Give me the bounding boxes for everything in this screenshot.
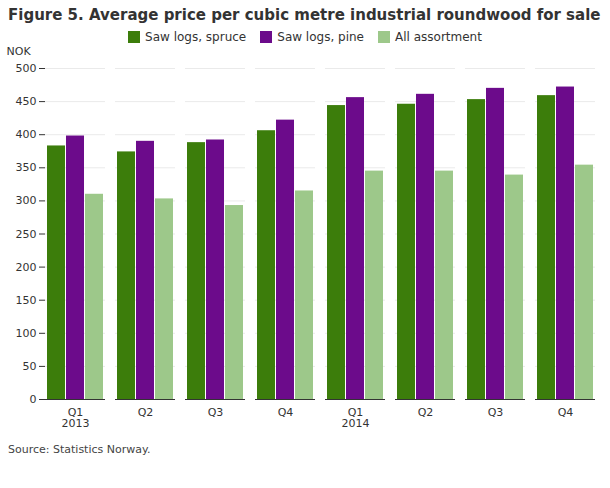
- svg-text:Q2: Q2: [418, 406, 434, 419]
- html-text:Figure 5. Average price per cu: Figure 5. Average price per cubic metre …: [8, 6, 601, 24]
- svg-text:0: 0: [30, 393, 37, 406]
- svg-text:400: 400: [16, 128, 37, 141]
- svg-text:450: 450: [16, 95, 37, 108]
- svg-text:150: 150: [16, 294, 37, 307]
- svg-text:500: 500: [16, 62, 37, 75]
- svg-text:250: 250: [16, 228, 37, 241]
- html-text:Saw logs, spruce: Saw logs, spruce: [145, 30, 247, 44]
- svg-text:Q2: Q2: [138, 406, 154, 419]
- svg-text:300: 300: [16, 194, 37, 207]
- svg-text:Q4: Q4: [558, 406, 574, 419]
- svg-text:NOK: NOK: [7, 45, 32, 58]
- svg-text:Q12014: Q12014: [342, 406, 370, 430]
- svg-text:Q4: Q4: [278, 406, 294, 419]
- svg-text:Q3: Q3: [488, 406, 504, 419]
- svg-text:350: 350: [16, 161, 37, 174]
- html-text:Saw logs, pine: Saw logs, pine: [277, 30, 364, 44]
- svg-text:Q12013: Q12013: [62, 406, 90, 430]
- svg-text:Q3: Q3: [208, 406, 224, 419]
- html-text:All assortment: All assortment: [395, 30, 482, 44]
- svg-text:200: 200: [16, 261, 37, 274]
- html-text:Source: Statistics Norway.: Source: Statistics Norway.: [8, 443, 151, 456]
- svg-text:100: 100: [16, 327, 37, 340]
- svg-text:50: 50: [23, 360, 37, 373]
